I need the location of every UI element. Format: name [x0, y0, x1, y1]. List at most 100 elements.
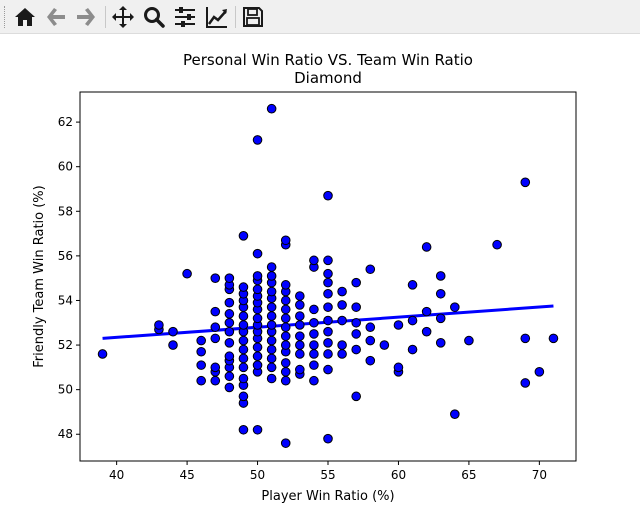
data-point: [435, 338, 446, 348]
data-point: [266, 286, 277, 297]
home-button[interactable]: [12, 4, 38, 30]
save-floppy-icon: [243, 7, 263, 27]
data-point: [210, 322, 221, 333]
data-point: [520, 177, 531, 188]
y-tick-label: 52: [58, 338, 73, 352]
data-point: [309, 329, 319, 339]
forward-button[interactable]: [73, 4, 99, 30]
data-point: [337, 340, 347, 350]
y-tick-label: 48: [58, 427, 73, 441]
data-point: [337, 286, 347, 297]
data-point: [323, 268, 333, 279]
data-point: [266, 262, 277, 272]
y-axis-label: Friendly Team Win Ratio (%): [32, 185, 47, 367]
data-point: [323, 255, 333, 266]
data-point: [492, 239, 502, 250]
data-point: [365, 355, 376, 366]
data-point: [266, 311, 277, 321]
data-point: [534, 367, 545, 377]
data-point: [323, 190, 333, 201]
customize-button[interactable]: [204, 4, 230, 30]
data-point: [224, 338, 235, 348]
back-button[interactable]: [43, 4, 69, 30]
plot-toolbar: [0, 0, 640, 34]
y-tick-label: 60: [58, 160, 73, 174]
data-point: [309, 360, 319, 370]
data-point: [323, 364, 333, 375]
data-point: [323, 433, 333, 444]
x-tick-label: 55: [320, 468, 335, 482]
data-point: [238, 391, 249, 402]
y-tick-label: 56: [58, 249, 73, 263]
data-point: [295, 349, 305, 359]
data-point: [323, 349, 333, 359]
data-point: [238, 282, 249, 292]
zoom-button[interactable]: [141, 4, 167, 30]
data-point: [210, 362, 221, 373]
data-point: [280, 367, 291, 377]
x-tick-label: 60: [391, 468, 406, 482]
data-point: [97, 349, 108, 359]
data-point: [295, 340, 305, 350]
x-tick-label: 40: [109, 468, 124, 482]
data-point: [351, 302, 361, 312]
data-point: [407, 344, 418, 355]
data-point: [379, 340, 390, 350]
data-point: [464, 335, 474, 346]
chart-subtitle: Diamond: [294, 69, 362, 87]
data-point: [407, 280, 418, 290]
x-axis-ticks: 40 45 50 55 60 65 70: [109, 461, 547, 482]
data-point: [266, 271, 277, 281]
data-point: [252, 284, 263, 295]
data-point: [280, 235, 291, 246]
data-point: [266, 344, 277, 355]
x-axis-label: Player Win Ratio (%): [261, 489, 394, 504]
x-tick-label: 70: [532, 468, 547, 482]
data-point: [210, 333, 221, 344]
data-point: [252, 248, 263, 259]
data-point: [295, 300, 305, 310]
save-button[interactable]: [240, 4, 266, 30]
data-point: [421, 306, 432, 317]
data-point: [337, 349, 347, 359]
data-point: [238, 320, 249, 330]
data-point: [295, 320, 305, 330]
data-point: [435, 288, 446, 299]
data-point: [252, 424, 263, 435]
data-point: [520, 333, 531, 344]
data-point: [393, 320, 404, 330]
data-point: [309, 304, 319, 315]
y-axis-ticks: 48 50 52 54 56 58 60 62: [58, 115, 80, 441]
data-point: [280, 331, 291, 341]
data-point: [407, 315, 418, 326]
data-point: [266, 103, 277, 114]
scatter-chart: Personal Win Ratio VS. Team Win Ratio Di…: [32, 51, 577, 504]
home-icon: [15, 8, 35, 26]
data-point: [238, 353, 249, 364]
pan-button[interactable]: [110, 4, 136, 30]
data-point: [323, 288, 333, 299]
data-point: [238, 373, 249, 384]
data-point: [393, 362, 404, 373]
toolbar-separator: [105, 6, 106, 28]
data-point: [182, 268, 192, 279]
data-point: [154, 320, 164, 330]
data-point: [238, 344, 249, 355]
data-point: [365, 264, 376, 275]
data-point: [266, 353, 277, 364]
data-point: [365, 335, 376, 346]
data-point: [295, 291, 305, 301]
data-point: [295, 364, 305, 375]
data-point: [266, 302, 277, 312]
data-point: [196, 346, 206, 357]
data-point: [351, 317, 361, 328]
data-point: [168, 340, 178, 350]
data-point: [224, 326, 235, 337]
data-point: [309, 349, 319, 359]
data-point: [450, 409, 460, 419]
data-point: [252, 271, 263, 281]
chart-title: Personal Win Ratio VS. Team Win Ratio: [183, 51, 473, 69]
toolbar-grip[interactable]: [4, 6, 7, 28]
data-point: [210, 375, 221, 386]
subplots-button[interactable]: [172, 4, 198, 30]
